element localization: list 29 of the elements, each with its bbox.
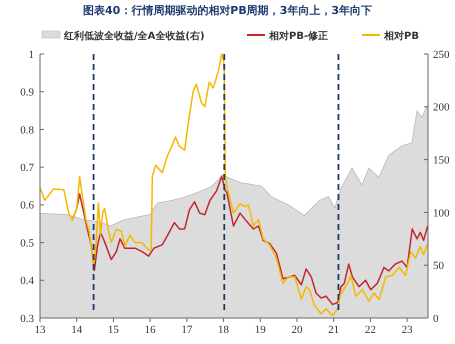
y-tick-label: 0.4 bbox=[20, 275, 34, 288]
legend-label: 相对PB-修正 bbox=[268, 30, 328, 42]
x-tick-label: 18 bbox=[218, 324, 230, 336]
x-tick-label: 17 bbox=[181, 324, 193, 336]
legend-label: 相对PB bbox=[383, 30, 419, 42]
y2-tick-label: 50 bbox=[433, 260, 444, 272]
y-tick-label: 0.5 bbox=[20, 237, 34, 250]
y2-tick-label: 100 bbox=[433, 207, 450, 220]
x-tick-label: 13 bbox=[34, 324, 46, 336]
y2-tick-label: 0 bbox=[433, 312, 439, 325]
chart-title: 图表40：行情周期驱动的相对PB周期，3年向上，3年向下 bbox=[82, 4, 372, 17]
x-tick-label: 16 bbox=[144, 324, 156, 336]
x-tick-label: 14 bbox=[71, 324, 83, 336]
y-tick-label: 0.9 bbox=[20, 86, 34, 99]
x-tick-label: 20 bbox=[291, 324, 303, 336]
x-tick-label: 15 bbox=[108, 324, 120, 336]
y2-tick-label: 250 bbox=[433, 48, 450, 61]
x-tick-label: 19 bbox=[254, 324, 266, 336]
y2-tick-label: 200 bbox=[433, 102, 450, 114]
y-tick-label: 0.3 bbox=[20, 312, 34, 325]
y-tick-label: 1 bbox=[28, 48, 34, 61]
legend-label: 红利低波全收益/全A全收益(右) bbox=[63, 30, 205, 42]
y-tick-label: 0.8 bbox=[20, 124, 34, 136]
x-tick-label: 23 bbox=[402, 324, 414, 336]
y-tick-label: 0.7 bbox=[20, 162, 34, 174]
x-tick-label: 21 bbox=[328, 324, 340, 336]
y2-tick-label: 150 bbox=[433, 154, 450, 166]
x-tick-label: 22 bbox=[364, 324, 376, 336]
y-tick-label: 0.6 bbox=[20, 200, 34, 212]
